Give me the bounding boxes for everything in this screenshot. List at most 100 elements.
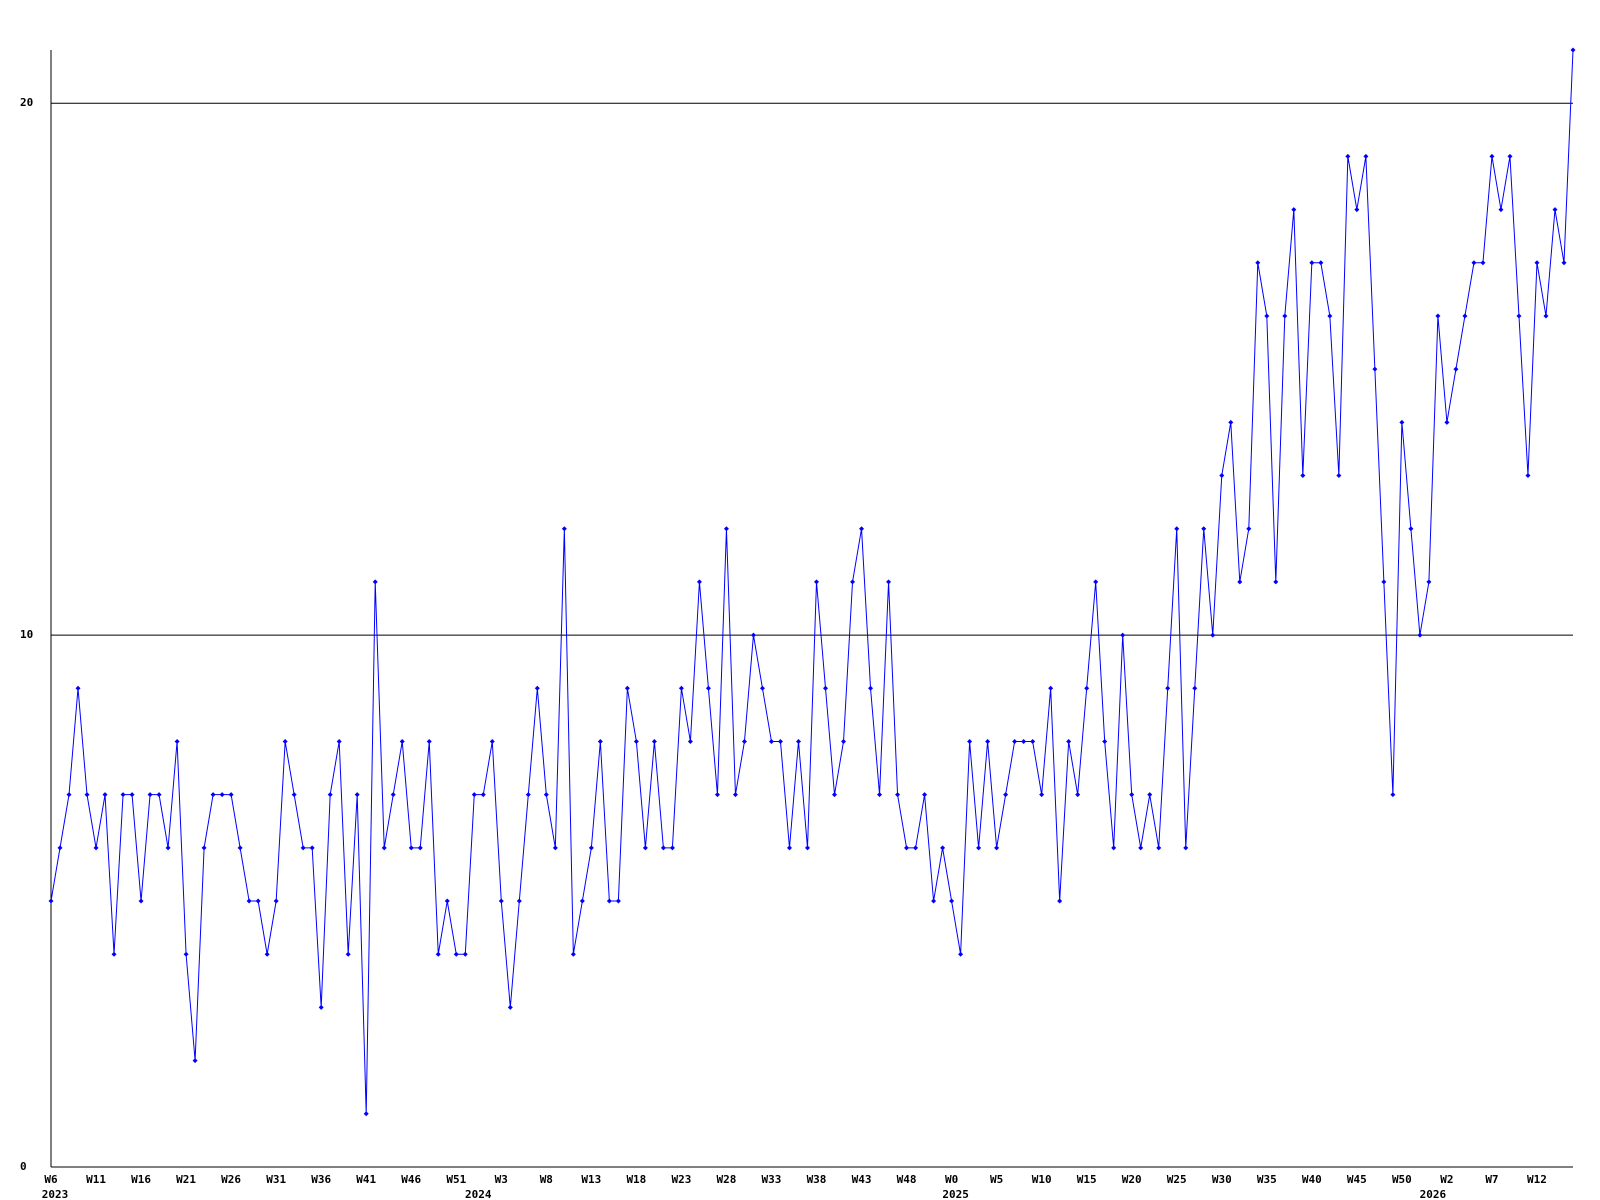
point-marker xyxy=(750,632,756,638)
point-marker xyxy=(967,738,973,744)
point-marker xyxy=(192,1058,198,1064)
point-marker xyxy=(444,898,450,904)
x-tick-label: W50 xyxy=(1392,1173,1412,1186)
point-marker xyxy=(336,738,342,744)
point-marker xyxy=(543,792,549,798)
x-tick-label: W20 xyxy=(1122,1173,1142,1186)
point-marker xyxy=(210,792,216,798)
point-marker xyxy=(886,579,892,585)
x-tick-label: W43 xyxy=(852,1173,872,1186)
point-marker xyxy=(1084,685,1090,691)
x-tick-label: W40 xyxy=(1302,1173,1322,1186)
point-marker xyxy=(1165,685,1171,691)
point-marker xyxy=(534,685,540,691)
x-tick-label: W3 xyxy=(495,1173,508,1186)
point-marker xyxy=(219,792,225,798)
point-marker xyxy=(471,792,477,798)
point-marker xyxy=(399,738,405,744)
point-marker xyxy=(1453,366,1459,372)
point-marker xyxy=(408,845,414,851)
point-marker xyxy=(868,685,874,691)
point-marker xyxy=(1021,738,1027,744)
point-marker xyxy=(588,845,594,851)
point-marker xyxy=(678,685,684,691)
point-marker xyxy=(768,738,774,744)
y-tick-label: 20 xyxy=(20,96,33,109)
point-marker xyxy=(1138,845,1144,851)
point-marker xyxy=(426,738,432,744)
point-marker xyxy=(1255,260,1261,266)
point-marker xyxy=(1030,738,1036,744)
point-marker xyxy=(129,792,135,798)
point-marker xyxy=(976,845,982,851)
point-marker xyxy=(615,898,621,904)
point-marker xyxy=(723,526,729,532)
point-marker xyxy=(1048,685,1054,691)
point-marker xyxy=(453,951,459,957)
point-marker xyxy=(1309,260,1315,266)
point-marker xyxy=(111,951,117,957)
point-marker xyxy=(651,738,657,744)
point-marker xyxy=(552,845,558,851)
point-marker xyxy=(1237,579,1243,585)
point-marker xyxy=(1129,792,1135,798)
point-marker xyxy=(624,685,630,691)
point-marker xyxy=(1147,792,1153,798)
point-marker xyxy=(156,792,162,798)
x-tick-label: W33 xyxy=(762,1173,782,1186)
point-marker xyxy=(904,845,910,851)
point-marker xyxy=(1561,260,1567,266)
point-marker xyxy=(895,792,901,798)
point-marker xyxy=(1264,313,1270,319)
point-marker xyxy=(372,579,378,585)
point-marker xyxy=(1399,419,1405,425)
x-tick-label: W21 xyxy=(176,1173,196,1186)
point-marker xyxy=(913,845,919,851)
point-marker xyxy=(1354,207,1360,213)
point-marker xyxy=(1093,579,1099,585)
point-marker xyxy=(309,845,315,851)
x-tick-label: W16 xyxy=(131,1173,151,1186)
point-marker xyxy=(1210,632,1216,638)
point-marker xyxy=(579,898,585,904)
point-marker xyxy=(804,845,810,851)
x-tick-label: W0 xyxy=(945,1173,958,1186)
point-marker xyxy=(705,685,711,691)
point-marker xyxy=(561,526,567,532)
x-tick-label: W46 xyxy=(401,1173,421,1186)
point-marker xyxy=(1219,473,1225,479)
point-marker xyxy=(1363,153,1369,159)
point-marker xyxy=(165,845,171,851)
point-marker xyxy=(273,898,279,904)
point-marker xyxy=(435,951,441,957)
x-tick-label: W8 xyxy=(540,1173,553,1186)
point-marker xyxy=(390,792,396,798)
point-marker xyxy=(714,792,720,798)
point-marker xyxy=(1111,845,1117,851)
point-marker xyxy=(246,898,252,904)
point-marker xyxy=(1435,313,1441,319)
point-marker xyxy=(1318,260,1324,266)
x-tick-label: W7 xyxy=(1485,1173,1498,1186)
point-marker xyxy=(120,792,126,798)
point-marker xyxy=(381,845,387,851)
x-tick-label: W23 xyxy=(671,1173,691,1186)
point-marker xyxy=(183,951,189,957)
point-marker xyxy=(1489,153,1495,159)
x-tick-label: W2 xyxy=(1440,1173,1453,1186)
point-marker xyxy=(1534,260,1540,266)
point-marker xyxy=(516,898,522,904)
point-marker xyxy=(1381,579,1387,585)
point-marker xyxy=(1282,313,1288,319)
point-marker xyxy=(237,845,243,851)
x-tick-label: W35 xyxy=(1257,1173,1277,1186)
point-marker xyxy=(1426,579,1432,585)
point-marker xyxy=(1444,419,1450,425)
x-tick-label: W5 xyxy=(990,1173,1003,1186)
point-marker xyxy=(1057,898,1063,904)
point-marker xyxy=(489,738,495,744)
point-marker xyxy=(300,845,306,851)
point-marker xyxy=(75,685,81,691)
point-marker xyxy=(841,738,847,744)
point-marker xyxy=(1012,738,1018,744)
